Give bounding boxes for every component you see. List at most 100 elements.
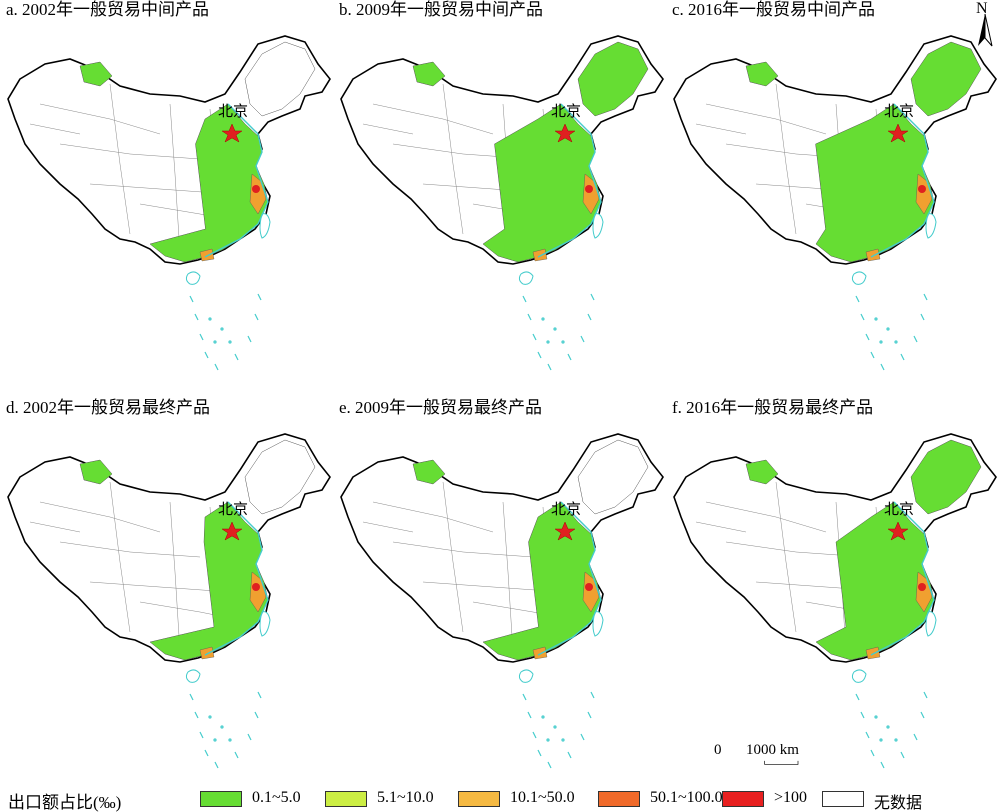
legend-label: 无数据 [874,795,923,812]
north-arrow-icon [978,13,993,47]
capital-label: 北京 [884,500,914,518]
northeast-region [244,439,316,515]
china-map: 北京 [340,35,664,371]
legend-label: 0.1~5.0 [252,789,301,806]
yangtze-hotspot [918,185,926,193]
scale-zero-label: 0 [714,742,722,758]
northeast-region [244,41,316,117]
hainan-island [185,271,201,285]
xinjiang-patch [79,61,113,87]
panel-title: e. 2009年一般贸易最终产品 [339,398,543,417]
xinjiang-patch [745,459,779,485]
map-panel-e: e. 2009年一般贸易最终产品 北京 [333,398,667,783]
south-china-sea-islands [189,293,262,371]
yangtze-hotspot [585,185,593,193]
legend-label: 5.1~10.0 [377,789,434,806]
south-china-sea-islands [855,293,928,371]
northeast-region [910,41,982,117]
capital-label: 北京 [884,102,914,120]
coastline [537,103,602,258]
legend-item: 50.1~100.0 [598,788,738,810]
legend-item: 0.1~5.0 [200,788,320,810]
xinjiang-patch [412,459,446,485]
hainan-island [518,669,534,683]
hainan-island [851,669,867,683]
xinjiang-patch [745,61,779,87]
coastline [870,501,935,656]
legend-label: 50.1~100.0 [650,789,723,806]
panel-title: f. 2016年一般贸易最终产品 [672,398,874,417]
china-map: 北京 [340,433,664,769]
china-map: 北京 [673,35,997,371]
china-map: 北京 [7,433,331,769]
south-china-sea-islands [855,691,928,769]
capital-star-icon [887,521,909,541]
capital-star-icon [554,123,576,143]
yangtze-hotspot [252,185,260,193]
pearl-river-hotspot [532,248,548,262]
legend-item: 无数据 [822,788,952,812]
legend-swatch [200,791,242,807]
yangtze-hotspot [252,583,260,591]
map-panel-c: c. 2016年一般贸易中间产品 北京 [666,0,1000,395]
hainan-island [851,271,867,285]
xinjiang-patch [79,459,113,485]
pearl-river-hotspot [199,646,215,660]
northeast-region [910,439,982,515]
capital-label: 北京 [218,500,248,518]
capital-label: 北京 [551,102,581,120]
capital-star-icon [221,123,243,143]
panel-title: a. 2002年一般贸易中间产品 [6,0,210,19]
north-label: N [976,0,988,17]
capital-star-icon [221,521,243,541]
panel-title: d. 2002年一般贸易最终产品 [6,398,210,417]
taiwan-island [925,213,937,239]
yangtze-hotspot [585,583,593,591]
south-china-sea-islands [189,691,262,769]
coastline [204,103,269,258]
panel-title: b. 2009年一般贸易中间产品 [339,0,543,19]
northeast-region [577,41,649,117]
northeast-region [577,439,649,515]
pearl-river-hotspot [199,248,215,262]
coastline [537,501,602,656]
legend-item: 10.1~50.0 [458,788,588,810]
coastline [870,103,935,258]
legend-item: 5.1~10.0 [325,788,445,810]
china-map: 北京 [673,433,997,769]
legend-label: 10.1~50.0 [510,789,575,806]
legend-title: 出口额占比(‰) [8,793,122,812]
map-panel-b: b. 2009年一般贸易中间产品 北京 [333,0,667,395]
legend-swatch [458,791,500,807]
hainan-island [518,271,534,285]
taiwan-island [592,213,604,239]
capital-label: 北京 [551,500,581,518]
taiwan-island [259,213,271,239]
hainan-island [185,669,201,683]
yangtze-hotspot [918,583,926,591]
capital-star-icon [554,521,576,541]
legend-swatch [598,791,640,807]
legend: 出口额占比(‰) 0.1~5.0 5.1~10.0 10.1~50.0 50.1… [0,786,1000,812]
taiwan-island [259,611,271,637]
map-panel-f: f. 2016年一般贸易最终产品 北京 [666,398,1000,783]
legend-item: >100 [722,788,817,810]
map-panel-a: a. 2002年一般贸易中间产品 北京 [0,0,334,395]
capital-star-icon [887,123,909,143]
pearl-river-hotspot [865,646,881,660]
legend-swatch [822,791,864,807]
capital-label: 北京 [218,102,248,120]
panel-title: c. 2016年一般贸易中间产品 [672,0,876,19]
xinjiang-patch [412,61,446,87]
pearl-river-hotspot [532,646,548,660]
map-panel-d: d. 2002年一般贸易最终产品 北京 [0,398,334,783]
taiwan-island [592,611,604,637]
legend-swatch [325,791,367,807]
scale-bar [764,760,799,765]
coastline [204,501,269,656]
scale-distance-label: 1000 km [746,742,799,758]
pearl-river-hotspot [865,248,881,262]
legend-label: >100 [774,789,808,806]
legend-swatch [722,791,764,807]
